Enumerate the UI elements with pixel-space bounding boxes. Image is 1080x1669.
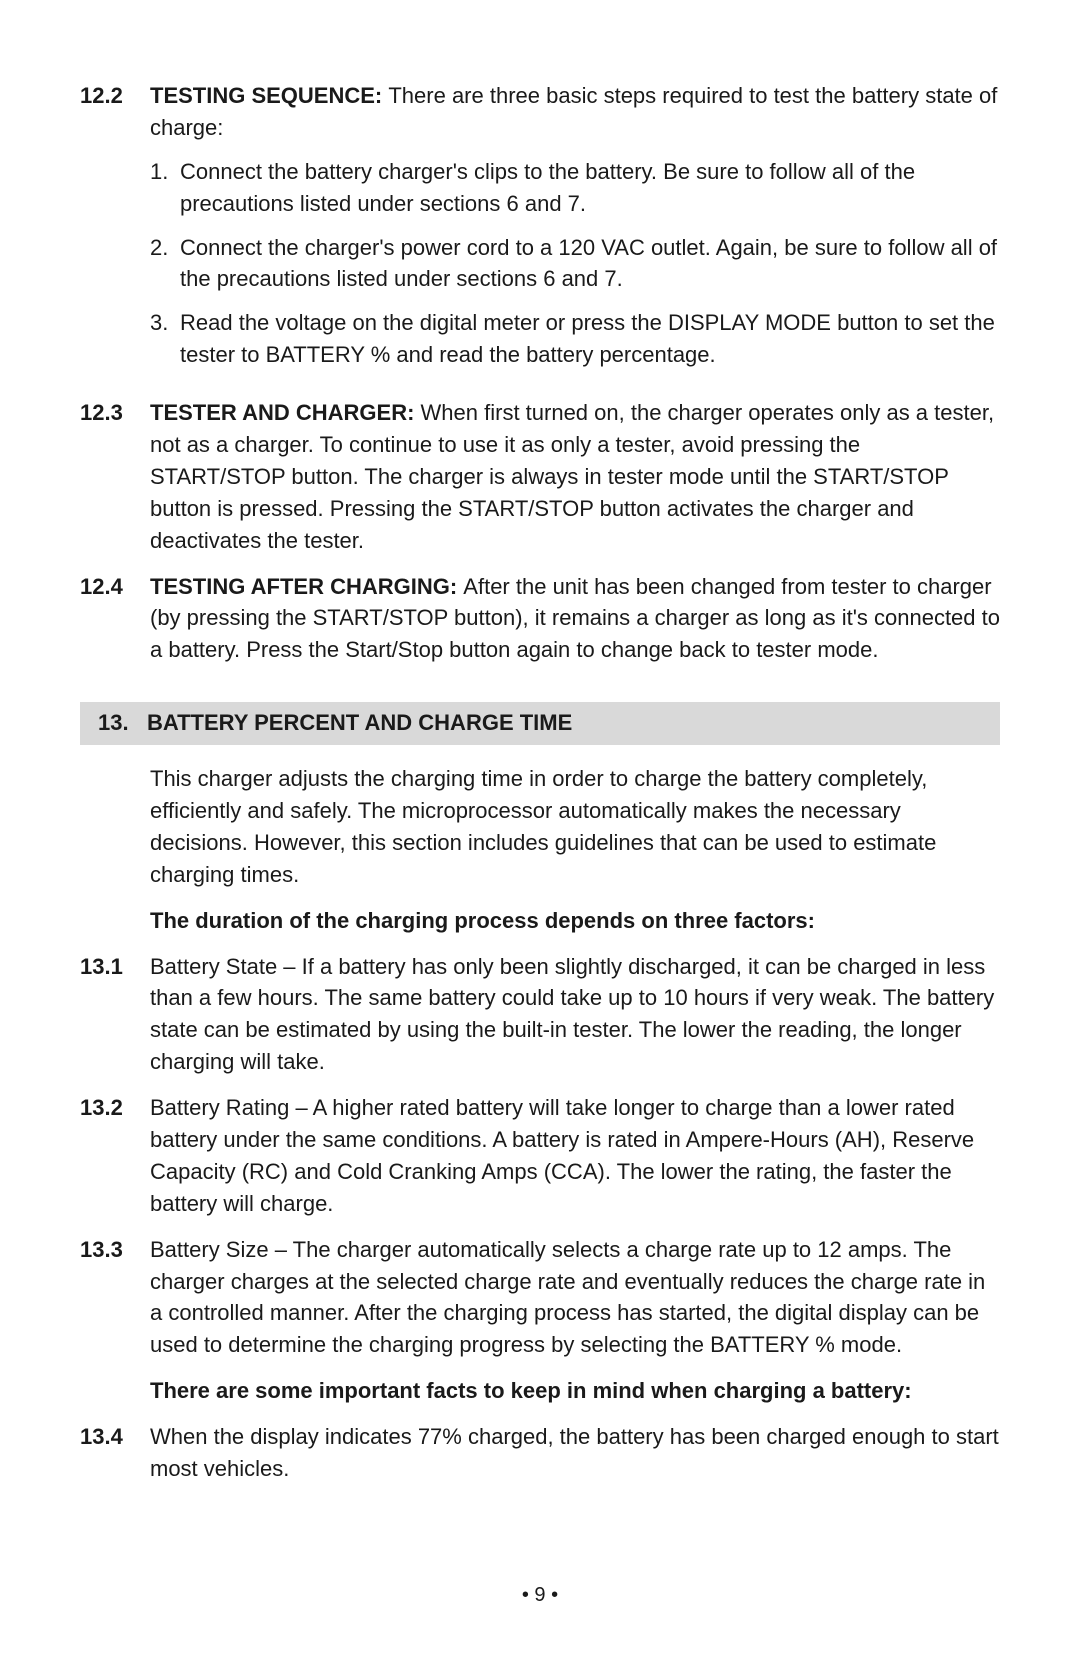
section-12-4: 12.4 TESTING AFTER CHARGING: After the u… [80,571,1000,667]
section-number: 13.4 [80,1421,150,1485]
facts-lead: There are some important facts to keep i… [150,1375,1000,1407]
section-12-3: 12.3 TESTER AND CHARGER: When first turn… [80,397,1000,556]
section-heading: TESTER AND CHARGER: [150,400,421,425]
heading-title: BATTERY PERCENT AND CHARGE TIME [147,710,572,735]
section-text: When the display indicates 77% charged, … [150,1421,1000,1485]
steps-list: 1. Connect the battery charger's clips t… [150,156,1000,371]
section-number: 13.3 [80,1234,150,1362]
list-item: 3. Read the voltage on the digital meter… [150,307,1000,371]
section-body: TESTING SEQUENCE: There are three basic … [150,80,1000,383]
list-item: 2. Connect the charger's power cord to a… [150,232,1000,296]
page-number: • 9 • [0,1584,1080,1607]
list-text: Read the voltage on the digital meter or… [180,307,1000,371]
section-heading: TESTING AFTER CHARGING: [150,574,463,599]
section-13-intro: This charger adjusts the charging time i… [150,763,1000,891]
list-text: Connect the battery charger's clips to t… [180,156,1000,220]
section-number: 13.2 [80,1092,150,1220]
list-text: Connect the charger's power cord to a 12… [180,232,1000,296]
section-13-2: 13.2 Battery Rating – A higher rated bat… [80,1092,1000,1220]
section-text: Battery Size – The charger automatically… [150,1234,1000,1362]
manual-page: 12.2 TESTING SEQUENCE: There are three b… [0,0,1080,1669]
list-item: 1. Connect the battery charger's clips t… [150,156,1000,220]
section-number: 12.3 [80,397,150,556]
section-heading: TESTING SEQUENCE: [150,83,388,108]
section-body: TESTER AND CHARGER: When first turned on… [150,397,1000,556]
section-text: Battery Rating – A higher rated battery … [150,1092,1000,1220]
list-number: 2. [150,232,180,296]
section-13-3: 13.3 Battery Size – The charger automati… [80,1234,1000,1362]
section-13-heading: 13. BATTERY PERCENT AND CHARGE TIME [80,702,1000,745]
section-12-2: 12.2 TESTING SEQUENCE: There are three b… [80,80,1000,383]
section-13-4: 13.4 When the display indicates 77% char… [80,1421,1000,1485]
heading-number: 13. [98,710,129,735]
section-13-1: 13.1 Battery State – If a battery has on… [80,951,1000,1079]
section-number: 12.4 [80,571,150,667]
section-number: 12.2 [80,80,150,383]
factors-lead: The duration of the charging process dep… [150,905,1000,937]
list-number: 1. [150,156,180,220]
section-number: 13.1 [80,951,150,1079]
section-text: Battery State – If a battery has only be… [150,951,1000,1079]
list-number: 3. [150,307,180,371]
section-body: TESTING AFTER CHARGING: After the unit h… [150,571,1000,667]
